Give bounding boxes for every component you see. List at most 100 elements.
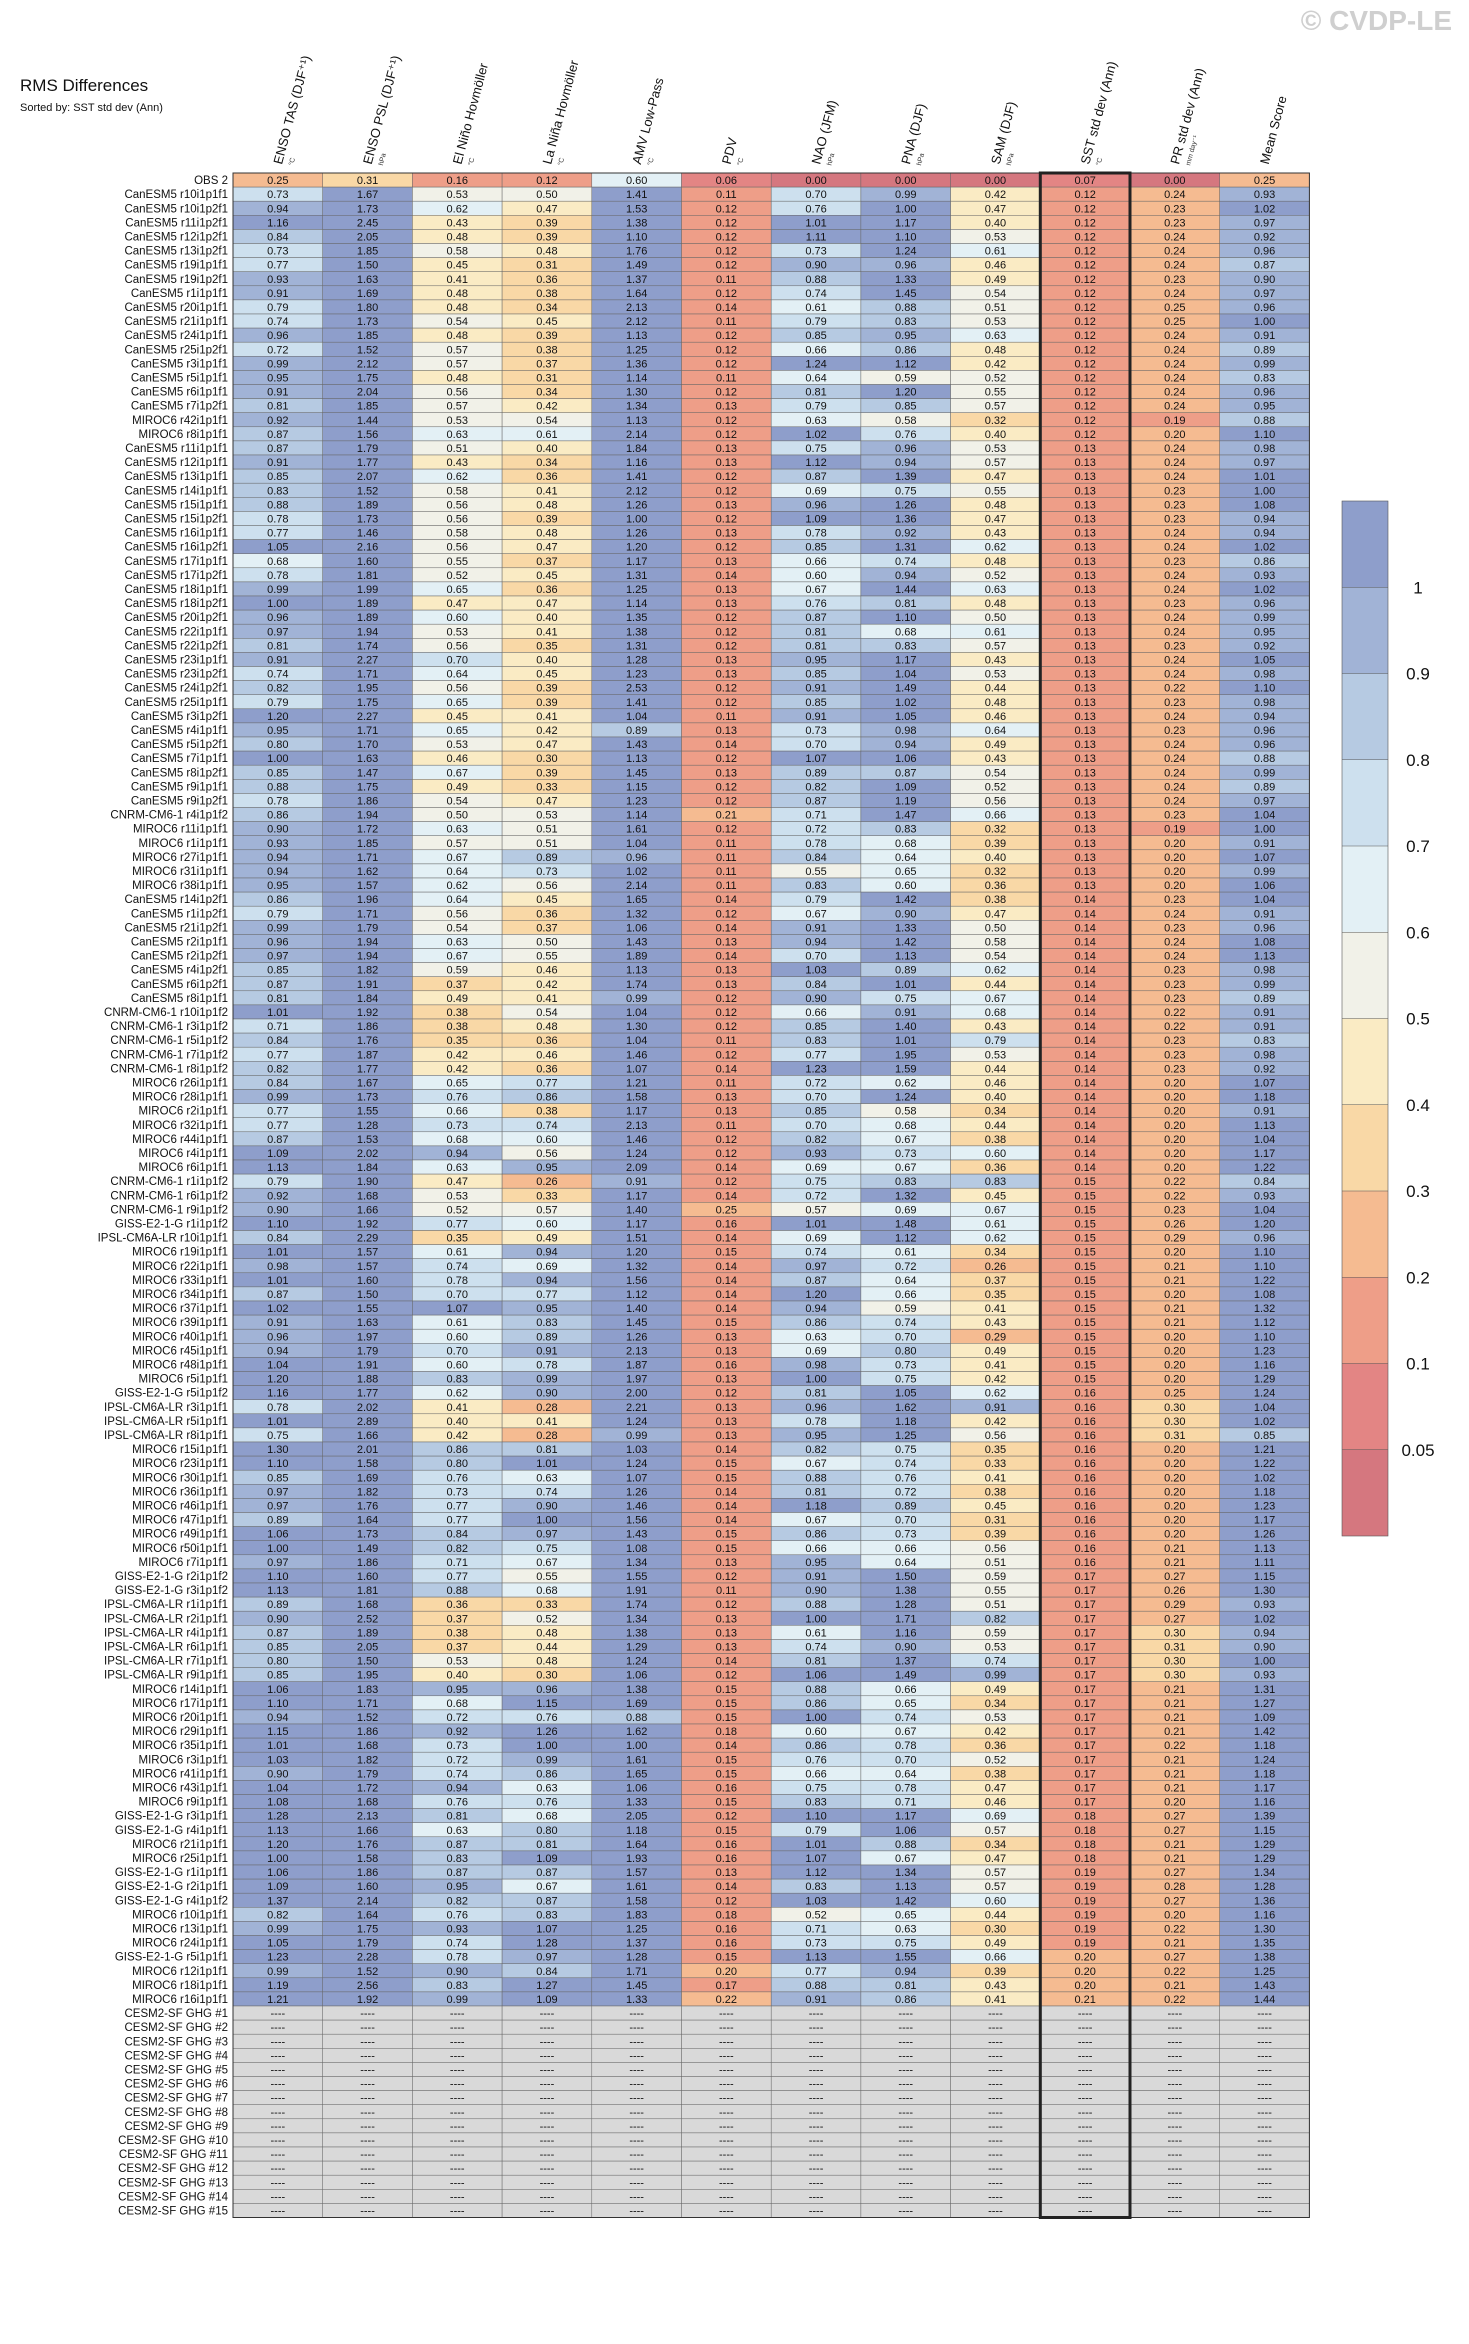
- cell-value: 0.96: [267, 330, 288, 342]
- cell-value: 0.17: [1074, 1613, 1095, 1625]
- cell-value: ----: [898, 2022, 913, 2034]
- cell-value: 0.66: [895, 1684, 916, 1696]
- cell-value: ----: [1078, 2107, 1093, 2119]
- cell-value: 0.16: [1074, 1402, 1095, 1414]
- cell-value: 0.13: [716, 1642, 737, 1654]
- cell-value: ----: [1168, 2206, 1183, 2218]
- row-label: CanESM5 r9i1p1f1: [131, 781, 228, 793]
- cell-value: 0.86: [895, 344, 916, 356]
- cell-value: 0.12: [716, 387, 737, 399]
- cell-value: 0.94: [805, 1303, 826, 1315]
- cell-value: 1.20: [267, 711, 288, 723]
- cell-value: 0.28: [536, 1430, 557, 1442]
- cell-value: 0.76: [536, 1797, 557, 1809]
- row-label: CanESM5 r16i1p2f1: [124, 542, 228, 554]
- cell-value: 0.24: [1164, 542, 1185, 554]
- row-label: GISS-E2-1-G r2i1p1f1: [115, 1881, 228, 1893]
- cell-value: 0.45: [536, 570, 557, 582]
- cell-value: 0.20: [1164, 1374, 1185, 1386]
- cell-value: ----: [540, 2022, 555, 2034]
- cell-value: 0.78: [805, 1416, 826, 1428]
- cell-value: ----: [1078, 2036, 1093, 2048]
- cell-value: 0.14: [716, 1233, 737, 1245]
- cell-value: 0.67: [447, 852, 468, 864]
- cell-value: 0.20: [1164, 1247, 1185, 1259]
- cell-value: ----: [988, 2206, 1003, 2218]
- cell-value: 1.48: [895, 1219, 916, 1231]
- row-label: MIROC6 r10i1p1f1: [132, 1909, 228, 1921]
- cell-value: 0.17: [1074, 1783, 1095, 1795]
- column-header: AMV Low-Pass°C: [629, 76, 667, 167]
- cell-value: 0.78: [447, 1952, 468, 1964]
- row-label: MIROC6 r34i1p1f1: [132, 1289, 228, 1301]
- cell-value: 0.14: [716, 1162, 737, 1174]
- cell-value: 1.30: [626, 387, 647, 399]
- cell-value: ----: [271, 2093, 286, 2105]
- cell-value: 0.84: [447, 1529, 468, 1541]
- cell-value: 0.48: [536, 1627, 557, 1639]
- cell-value: 1.55: [357, 1106, 378, 1118]
- cell-value: ----: [540, 2050, 555, 2062]
- cell-value: 0.13: [716, 1867, 737, 1879]
- cell-value: 0.84: [267, 1035, 288, 1047]
- cell-value: 1.04: [1254, 1204, 1275, 1216]
- cell-value: 1.84: [626, 443, 647, 455]
- cell-value: 1.40: [626, 1204, 647, 1216]
- cell-value: 2.05: [357, 232, 378, 244]
- cell-value: 0.26: [985, 1261, 1006, 1273]
- cell-value: 1.53: [626, 203, 647, 215]
- cell-value: 0.25: [1164, 302, 1185, 314]
- cell-value: 0.23: [1164, 894, 1185, 906]
- cell-value: ----: [629, 2191, 644, 2203]
- cell-value: 1.05: [267, 1938, 288, 1950]
- cell-value: 1.10: [1254, 429, 1275, 441]
- cell-value: 1.38: [1254, 1952, 1275, 1964]
- cell-value: ----: [988, 2022, 1003, 2034]
- cell-value: 0.37: [447, 1613, 468, 1625]
- cell-value: 1.64: [626, 288, 647, 300]
- cell-value: 2.14: [626, 880, 647, 892]
- column-header: NAO (JFM)hPa: [808, 98, 839, 166]
- cell-value: 0.85: [805, 330, 826, 342]
- cell-value: 0.87: [1254, 260, 1275, 272]
- cell-value: 1.10: [895, 612, 916, 624]
- cell-value: 0.91: [805, 1994, 826, 2006]
- cell-value: 0.54: [536, 1007, 557, 1019]
- row-label: MIROC6 r18i1p1f1: [132, 1980, 228, 1992]
- row-label: IPSL-CM6A-LR r2i1p1f1: [104, 1613, 228, 1625]
- cell-value: 0.43: [985, 753, 1006, 765]
- cell-value: 0.60: [805, 570, 826, 582]
- cell-value: 1.11: [1254, 1557, 1275, 1569]
- cell-value: 1.62: [626, 1726, 647, 1738]
- cell-value: 0.65: [447, 725, 468, 737]
- cell-value: 0.68: [267, 556, 288, 568]
- cell-value: 1.28: [357, 1120, 378, 1132]
- cell-value: 1.10: [895, 232, 916, 244]
- cell-value: 0.66: [805, 1007, 826, 1019]
- cell-value: ----: [809, 2079, 824, 2091]
- cell-value: 0.50: [536, 937, 557, 949]
- cell-value: 0.46: [985, 711, 1006, 723]
- cell-value: 0.87: [805, 471, 826, 483]
- row-label: MIROC6 r43i1p1f1: [132, 1783, 228, 1795]
- cell-value: 1.34: [626, 1613, 647, 1625]
- cell-value: 1.02: [1254, 542, 1275, 554]
- cell-value: 0.48: [536, 1656, 557, 1668]
- cell-value: 0.18: [716, 1909, 737, 1921]
- cell-value: 0.90: [805, 993, 826, 1005]
- cell-value: 0.15: [1074, 1303, 1095, 1315]
- cell-value: 0.41: [985, 1472, 1006, 1484]
- chart-subtitle: Sorted by: SST std dev (Ann): [20, 102, 163, 114]
- cell-value: 0.69: [985, 1811, 1006, 1823]
- cell-value: 0.15: [716, 1797, 737, 1809]
- cell-value: 0.22: [1164, 1021, 1185, 1033]
- cell-value: 1.01: [895, 1035, 916, 1047]
- cell-value: ----: [988, 2135, 1003, 2147]
- cell-value: 0.12: [716, 796, 737, 808]
- cell-value: 1.66: [357, 1204, 378, 1216]
- cell-value: 0.12: [716, 1811, 737, 1823]
- cell-value: 1.26: [895, 499, 916, 511]
- cell-value: 0.41: [536, 711, 557, 723]
- column-header-name: AMV Low-Pass: [629, 76, 667, 166]
- cell-value: 1.94: [357, 810, 378, 822]
